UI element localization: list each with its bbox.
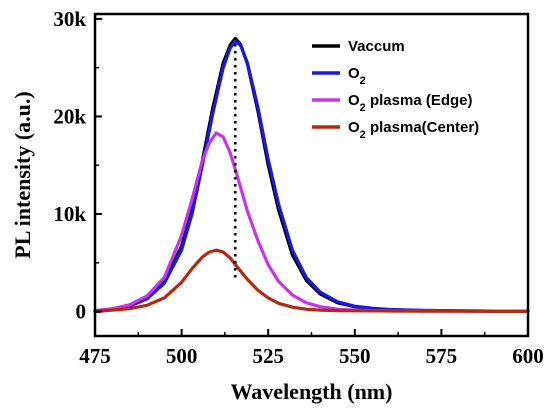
series-layer [93,36,530,314]
x-tick-label: 525 [252,344,284,368]
x-tick-label: 575 [426,344,458,368]
x-tick-label: 500 [166,344,198,368]
series-line-1 [93,39,530,314]
x-tick-label: 550 [339,344,371,368]
legend: Vaccum O2 O2 plasma (Edge) O2 plasma(Center… [312,38,479,141]
y-axis-label: PL intensity (a.u.) [10,91,35,258]
legend-label-2: O2 plasma (Edge) [348,92,473,114]
y-tick-label: 10k [53,202,86,226]
x-tick-label: 475 [79,344,111,368]
legend-label-3: O2 plasma(Center) [348,119,479,141]
x-tick-label: 600 [512,344,544,368]
x-axis-label: Wavelength (nm) [231,379,393,404]
y-tick-label: 30k [53,7,86,31]
series-line-3 [93,248,530,313]
legend-label-1: O2 [348,65,366,87]
y-tick-label: 0 [76,300,87,324]
legend-label-0: Vaccum [348,38,405,55]
ticks-layer: 475 500 525 550 575 600 0 10k 20k 30k [53,7,543,368]
series-line-0 [93,36,530,314]
y-tick-label: 20k [53,104,86,128]
